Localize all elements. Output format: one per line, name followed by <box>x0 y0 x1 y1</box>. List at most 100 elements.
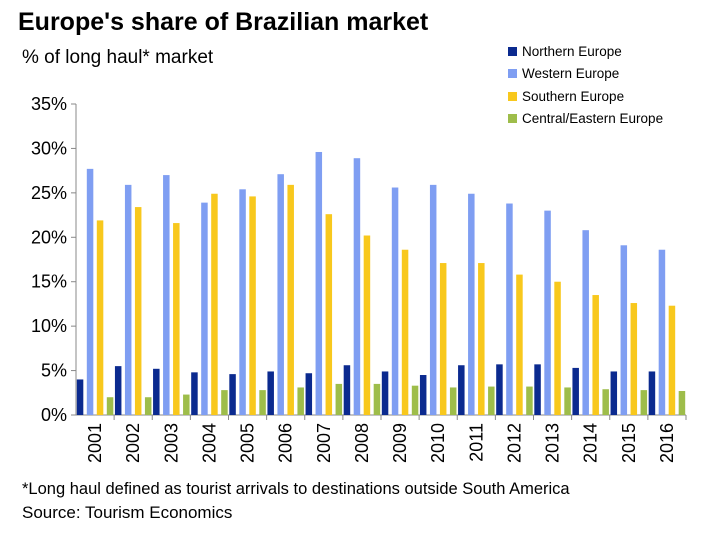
legend-swatch <box>508 91 517 101</box>
bar <box>506 203 513 415</box>
bar <box>249 196 256 415</box>
x-tick-label: 2004 <box>199 423 219 463</box>
x-tick-label: 2001 <box>85 423 105 463</box>
bar <box>191 372 198 415</box>
bar <box>183 394 190 415</box>
bar <box>620 245 628 415</box>
legend-label: Southern Europe <box>522 88 625 104</box>
bar <box>134 207 142 415</box>
bar <box>363 235 371 415</box>
bar <box>267 371 274 415</box>
bar <box>96 220 104 415</box>
bar <box>259 390 266 415</box>
x-tick-label: 2009 <box>390 423 410 463</box>
bar <box>544 210 551 415</box>
bar <box>144 397 152 415</box>
x-tick-label: 2003 <box>161 423 181 463</box>
x-tick-label: 2002 <box>123 423 143 463</box>
bar <box>458 365 465 415</box>
x-tick-label: 2016 <box>657 423 677 463</box>
bar <box>381 371 389 415</box>
legend-label: Western Europe <box>522 66 620 82</box>
legend-item-central-eastern-europe: Central/Eastern Europe <box>508 108 663 131</box>
x-tick-label: 2010 <box>428 423 448 463</box>
bar <box>86 168 94 415</box>
bar <box>668 305 676 415</box>
x-tick-label: 2008 <box>352 423 372 463</box>
bar <box>315 151 323 416</box>
x-tick-label: 2015 <box>619 423 639 463</box>
bar <box>564 387 571 415</box>
bar <box>335 383 343 415</box>
y-tick-label: 35% <box>31 94 67 114</box>
bar <box>297 387 304 415</box>
bar <box>496 364 503 415</box>
bar <box>610 371 618 415</box>
x-tick-label: 2012 <box>504 423 524 463</box>
bar <box>277 174 284 415</box>
bar <box>411 385 419 415</box>
bar <box>239 189 246 415</box>
bar <box>229 374 236 415</box>
bar <box>124 184 132 415</box>
legend-item-western-europe: Western Europe <box>508 63 663 86</box>
bar <box>211 193 218 415</box>
bar <box>640 390 648 415</box>
legend-swatch <box>508 46 517 56</box>
x-tick-label: 2005 <box>238 423 258 463</box>
bar <box>582 230 589 415</box>
bar <box>554 281 561 415</box>
bar <box>592 295 599 415</box>
y-tick-label: 10% <box>31 316 67 336</box>
bar <box>76 379 84 415</box>
y-tick-label: 0% <box>41 405 67 425</box>
chart-subtitle: % of long haul* market <box>22 47 214 68</box>
bar <box>602 389 609 415</box>
bar <box>353 158 361 415</box>
x-tick-label: 2006 <box>276 423 296 463</box>
bar <box>419 375 427 415</box>
bar <box>201 202 208 415</box>
bar <box>305 373 313 415</box>
bar <box>114 366 122 415</box>
bar <box>343 365 351 415</box>
bar <box>221 390 228 415</box>
bar <box>678 391 686 415</box>
bar <box>630 303 638 415</box>
bar <box>429 184 437 415</box>
bar <box>163 175 170 415</box>
y-tick-label: 30% <box>31 138 67 158</box>
legend-label: Central/Eastern Europe <box>522 111 664 127</box>
bar <box>648 371 656 415</box>
bar <box>488 386 495 415</box>
bar <box>572 367 579 415</box>
bar <box>287 184 294 415</box>
bar <box>391 187 399 415</box>
bar <box>373 383 381 415</box>
bar <box>106 397 114 415</box>
footnote: *Long haul defined as tourist arrivals t… <box>22 480 570 498</box>
bar <box>401 249 409 415</box>
y-tick-label: 25% <box>31 183 67 203</box>
legend-swatch <box>508 114 517 124</box>
x-tick-label: 2014 <box>581 423 601 463</box>
bar <box>153 368 160 415</box>
x-tick-label: 2011 <box>466 423 486 462</box>
bar <box>468 193 475 415</box>
legend-item-northern-europe: Northern Europe <box>508 40 663 63</box>
bar <box>658 249 666 415</box>
chart-title: Europe's share of Brazilian market <box>18 8 429 36</box>
legend: Northern Europe Western Europe Southern … <box>508 40 663 130</box>
x-tick-label: 2007 <box>314 423 334 463</box>
bar <box>173 223 180 415</box>
bar <box>449 387 457 415</box>
y-tick-label: 5% <box>41 361 67 381</box>
bar <box>478 263 485 415</box>
y-tick-label: 20% <box>31 227 67 247</box>
bar <box>325 214 333 415</box>
x-tick-label: 2013 <box>543 423 563 463</box>
bar <box>534 364 541 415</box>
bar <box>516 274 523 415</box>
legend-swatch <box>508 69 517 79</box>
